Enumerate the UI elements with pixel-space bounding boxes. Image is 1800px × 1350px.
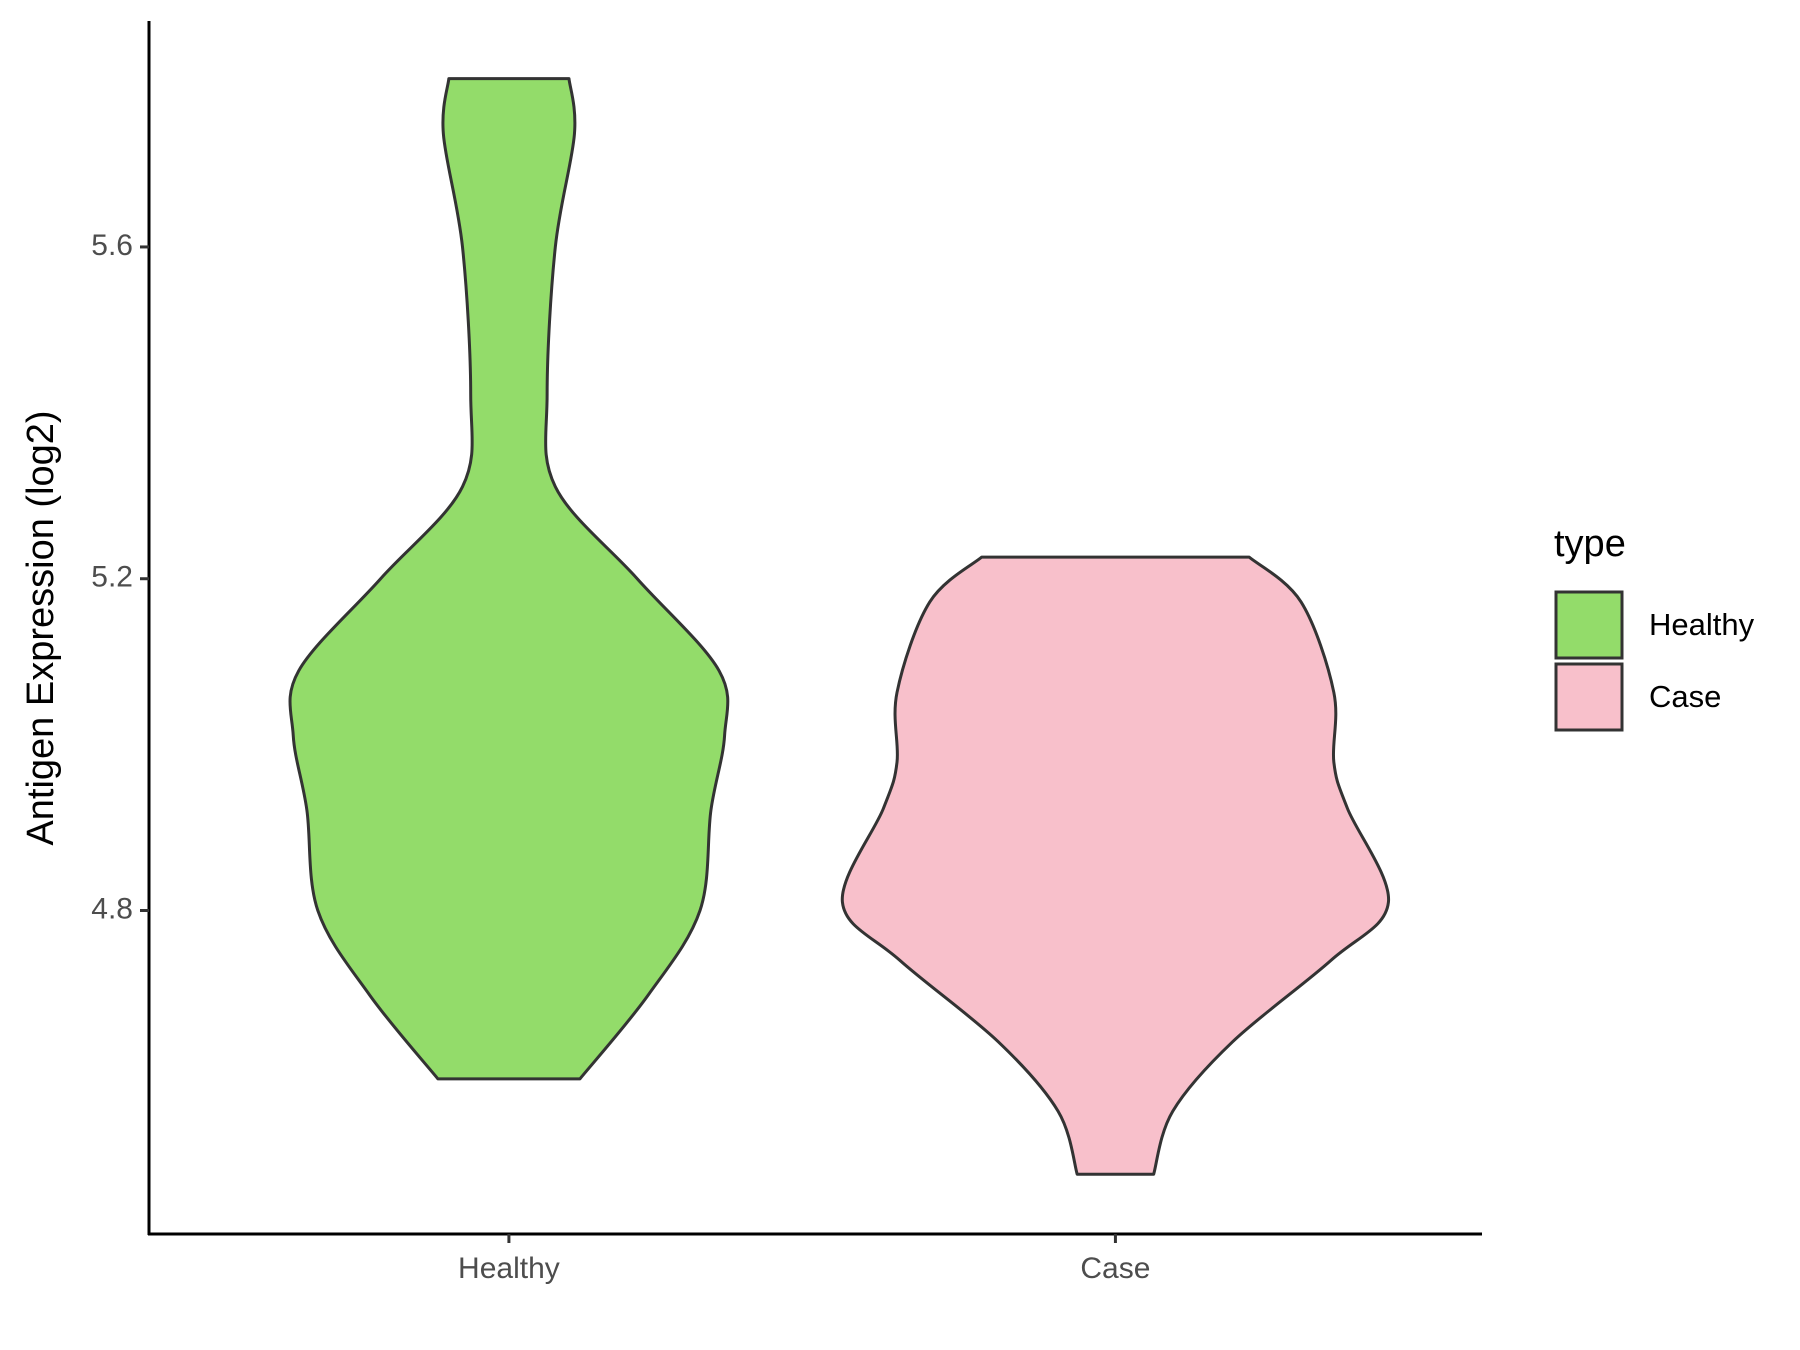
x-tick-label: Healthy xyxy=(458,1252,560,1285)
violin xyxy=(288,77,730,1081)
legend-key xyxy=(1554,662,1624,732)
legend-title: type xyxy=(1554,523,1626,565)
y-tick-label: 4.8 xyxy=(91,892,133,925)
violin xyxy=(840,555,1390,1176)
x-tick-label: Case xyxy=(1080,1252,1150,1285)
y-tick-label: 5.2 xyxy=(91,561,133,594)
y-tick-label: 5.6 xyxy=(91,229,133,262)
legend-key xyxy=(1554,590,1624,660)
legend-label: Healthy xyxy=(1649,607,1755,642)
legend-label: Case xyxy=(1649,679,1721,714)
y-axis-title: Antigen Expression (log2) xyxy=(20,410,62,845)
